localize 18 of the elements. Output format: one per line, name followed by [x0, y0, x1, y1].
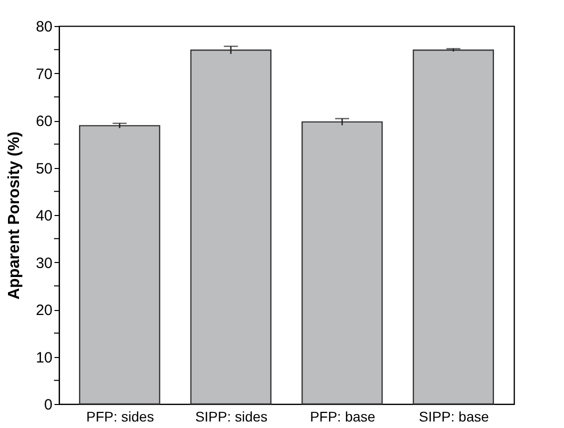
y-tick-label: 0: [44, 396, 52, 414]
y-tick-label: 50: [36, 160, 52, 178]
y-tick-label: 40: [36, 208, 52, 224]
y-tick-label: 70: [36, 66, 52, 83]
y-axis-title: Apparent Porosity (%): [6, 131, 23, 300]
x-tick-label: PFP: base: [310, 408, 376, 424]
y-tick-label: 30: [36, 254, 52, 272]
x-tick-label: PFP: sides: [86, 408, 154, 424]
bar: [79, 125, 160, 405]
y-tick-label: 60: [36, 113, 52, 130]
bar: [412, 49, 494, 405]
x-tick-label: SIPP: sides: [195, 408, 268, 424]
x-tick-label: SIPP: base: [418, 408, 490, 424]
y-tick-label: 80: [36, 18, 52, 36]
y-tick-label: 20: [36, 302, 52, 319]
bar: [190, 49, 272, 405]
y-tick-label: 10: [36, 349, 52, 366]
bar: [302, 121, 383, 405]
